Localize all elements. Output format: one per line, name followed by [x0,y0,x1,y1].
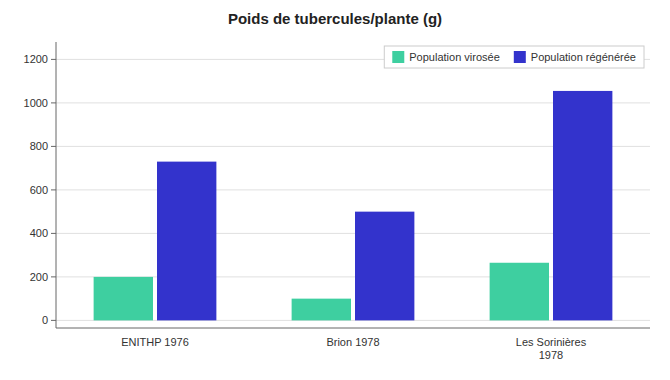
tick-label: ENITHP 1976 [121,336,189,348]
bar [553,91,612,320]
tick [51,102,56,103]
chart: 0 200 400 600 800 1000 1200 ENITHP 1976 Brion 19… [0,0,670,380]
grid [56,59,650,320]
bar [94,277,153,320]
x-axis-line [56,328,650,329]
tick [51,146,56,147]
tick-label: 800 [30,140,48,152]
tick-label: 0 [42,314,48,326]
bar [292,299,351,321]
legend-swatch [392,51,404,63]
legend: Population virosée Population régénérée [384,46,644,68]
tick [51,233,56,234]
y-axis: 0 200 400 600 800 1000 1200 [24,53,56,326]
tick [51,59,56,60]
tick-label: Brion 1978 [326,336,379,348]
tick-label: 1200 [24,53,48,65]
title: Poids de tubercules/plante (g) [228,10,442,27]
x-axis: ENITHP 1976 Brion 1978 Les Sorinières1978 [121,336,586,361]
tick-label: 600 [30,184,48,196]
bar [157,162,216,321]
tick-label: 400 [30,227,48,239]
tick [51,189,56,190]
tick [51,320,56,321]
bar [490,263,549,321]
bar [355,212,414,321]
legend-box [384,46,644,68]
y-axis-line [56,42,57,328]
legend-label: Population régénérée [531,51,636,63]
legend-label: Population virosée [409,51,500,63]
tick-label: Les Sorinières1978 [516,336,587,361]
legend-swatch [514,51,526,63]
tick-label: 1000 [24,97,48,109]
tick-label: 200 [30,271,48,283]
bars [94,91,613,320]
tick [51,276,56,277]
